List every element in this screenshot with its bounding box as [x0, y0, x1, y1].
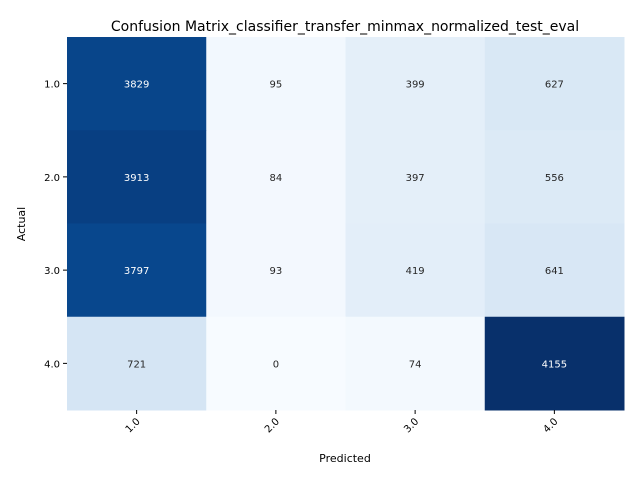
cell-value-label: 641: [545, 266, 564, 277]
heatmap-cell: [345, 316, 486, 411]
x-tick-label: 1.0: [124, 416, 143, 435]
cell-value-label: 0: [273, 359, 279, 370]
heatmap-cell: [67, 223, 207, 318]
heatmap-cell: [206, 316, 346, 411]
heatmap-cell: [206, 37, 346, 131]
y-tick-label: 3.0: [44, 266, 60, 277]
cell-value-label: 419: [406, 266, 425, 277]
cell-value-label: 4155: [542, 359, 567, 370]
cell-value-label: 3913: [124, 173, 149, 184]
cell-value-label: 397: [406, 173, 425, 184]
cell-value-label: 627: [545, 80, 564, 91]
cell-value-label: 556: [545, 173, 564, 184]
y-tick-label: 1.0: [44, 80, 60, 91]
heatmap-cell: [206, 130, 346, 224]
heatmap-cell: [67, 37, 207, 131]
x-tick-label: 3.0: [402, 416, 421, 435]
x-tick-label: 2.0: [263, 416, 282, 435]
heatmap-cells: 3829 95 399 627 3913 84 397 556 3797 93 419 641 721 0…: [67, 37, 625, 411]
cell-value-label: 93: [270, 266, 283, 277]
heatmap-cell: [345, 130, 486, 224]
cell-value-label: 3829: [124, 80, 149, 91]
cell-value-label: 721: [127, 359, 146, 370]
chart-title: Confusion Matrix_classifier_transfer_min…: [111, 19, 579, 35]
heatmap-cell: [345, 37, 486, 131]
cell-value-label: 95: [270, 80, 283, 91]
heatmap-cell: [345, 223, 486, 318]
heatmap-cell: [484, 130, 625, 224]
heatmap-cell: [67, 130, 207, 224]
heatmap-cell: [484, 37, 625, 131]
y-axis-label: Actual: [15, 207, 28, 241]
cell-value-label: 84: [270, 173, 283, 184]
cell-value-label: 399: [406, 80, 425, 91]
y-tick-label: 4.0: [44, 359, 60, 370]
x-axis-label: Predicted: [319, 452, 371, 465]
cell-value-label: 74: [409, 359, 422, 370]
heatmap-cell: [67, 316, 207, 411]
heatmap-cell: [206, 223, 346, 318]
x-tick-label: 4.0: [541, 416, 560, 435]
heatmap-cell: [484, 223, 625, 318]
cell-value-label: 3797: [124, 266, 149, 277]
heatmap-cell: [484, 316, 625, 411]
y-tick-label: 2.0: [44, 173, 60, 184]
